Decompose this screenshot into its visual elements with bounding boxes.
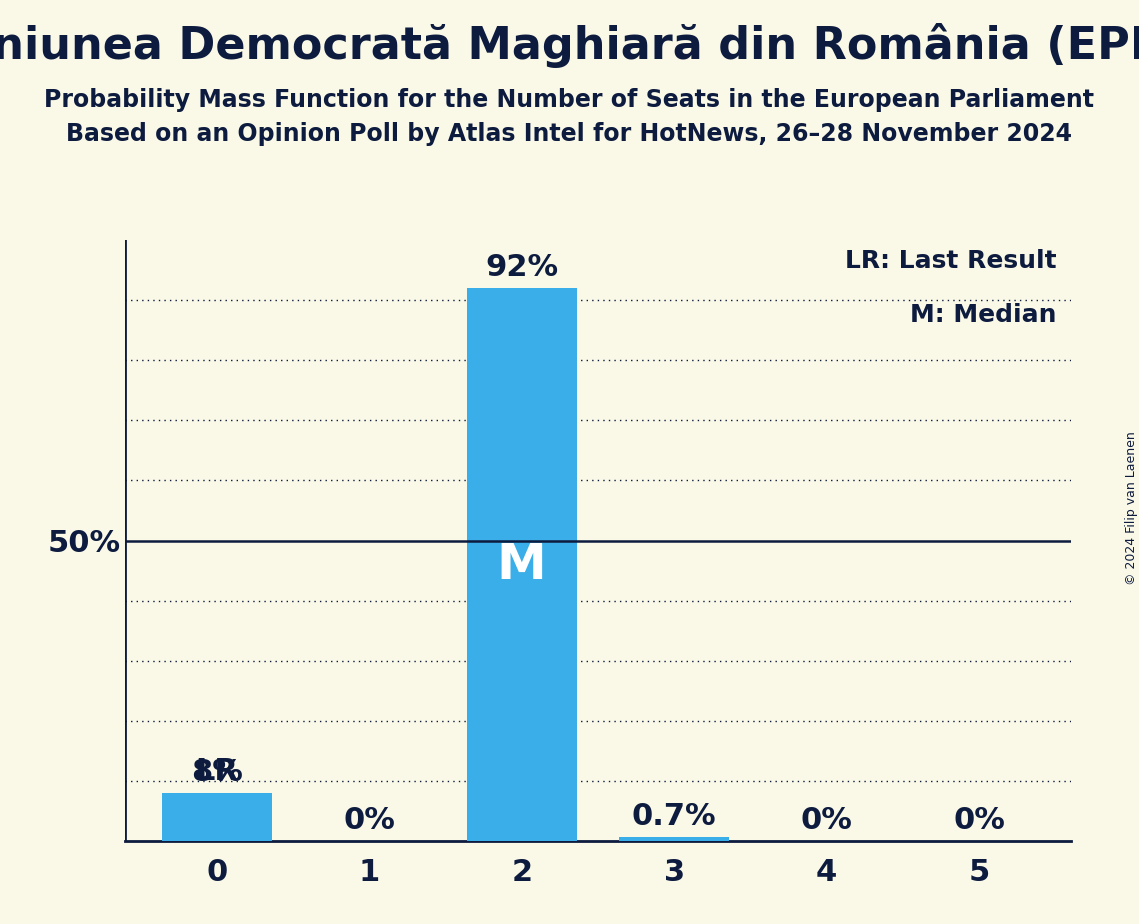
Text: LR: LR [196,758,238,786]
Text: Based on an Opinion Poll by Atlas Intel for HotNews, 26–28 November 2024: Based on an Opinion Poll by Atlas Intel … [66,122,1073,146]
Text: 0%: 0% [953,806,1005,835]
Bar [467,288,576,841]
Text: Probability Mass Function for the Number of Seats in the European Parliament: Probability Mass Function for the Number… [44,88,1095,112]
Text: LR: Last Result: LR: Last Result [845,249,1057,274]
Text: 92%: 92% [485,253,558,283]
Text: 0%: 0% [343,806,395,835]
Text: 0.7%: 0.7% [632,802,716,831]
Text: M: M [497,541,547,589]
Text: 8%: 8% [191,758,243,787]
Bar [620,836,729,841]
Text: © 2024 Filip van Laenen: © 2024 Filip van Laenen [1124,432,1138,585]
Text: Uniunea Democrată Maghiară din România (EPP): Uniunea Democrată Maghiară din România (… [0,23,1139,68]
Text: M: Median: M: Median [910,303,1057,327]
Bar [162,793,272,841]
Text: 0%: 0% [801,806,853,835]
